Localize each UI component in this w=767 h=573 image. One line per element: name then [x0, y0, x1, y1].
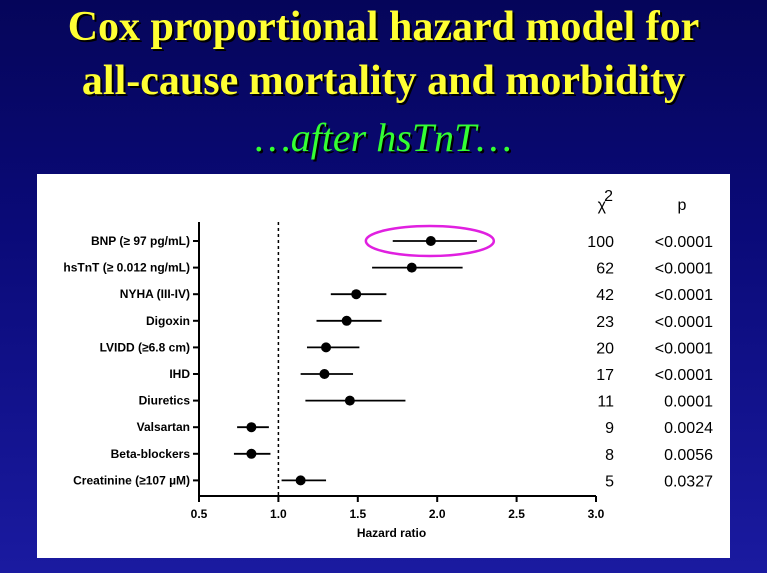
chi-square-value: 5	[605, 473, 614, 490]
chi-square-header: χ	[598, 197, 607, 214]
row-label: LVIDD (≥6.8 cm)	[100, 340, 190, 354]
hazard-ratio-point	[351, 289, 362, 300]
chi-square-superscript: 2	[604, 188, 613, 205]
slide-subtitle: …after hsTnT…	[255, 115, 512, 160]
hazard-ratio-point	[295, 475, 306, 486]
p-value: <0.0001	[655, 314, 713, 331]
highlight-ellipse	[364, 224, 496, 258]
chi-square-value: 23	[596, 314, 614, 331]
row-label: Creatinine (≥107 µM)	[73, 473, 190, 487]
forest-plot: 0.5 1.0 1.5 2.0 2.5 3.0 Hazard ratio BNP (≥ 97…	[63, 188, 713, 540]
slide-title-line-1: Cox proportional hazard model for	[67, 4, 700, 50]
p-value: <0.0001	[655, 234, 713, 251]
x-tick-label: 1.0	[270, 507, 287, 521]
hazard-ratio-point	[425, 236, 436, 246]
p-value: 0.0056	[664, 447, 713, 464]
x-tick-label: 0.5	[191, 507, 208, 521]
p-header: p	[678, 197, 687, 214]
chi-square-value: 8	[605, 447, 614, 464]
row-label: Valsartan	[137, 420, 190, 434]
chi-square-value: 42	[596, 287, 614, 304]
hazard-ratio-point	[321, 342, 332, 353]
chi-square-value: 9	[605, 420, 614, 437]
p-value: 0.0327	[664, 473, 713, 490]
row-label: Diuretics	[139, 394, 191, 408]
hazard-ratio-point	[246, 448, 257, 459]
chi-square-value: 11	[597, 394, 614, 411]
p-value: 0.0001	[664, 394, 713, 411]
p-value: <0.0001	[655, 340, 713, 357]
row-label: BNP (≥ 97 pg/mL)	[91, 234, 190, 248]
rows: BNP (≥ 97 pg/mL) hsTnT (≥ 0.012 ng/mL) NYH…	[63, 224, 496, 487]
x-tick-label: 2.5	[508, 507, 525, 521]
chart-panel: 0.5 1.0 1.5 2.0 2.5 3.0 Hazard ratio BNP (≥ 97…	[37, 174, 730, 558]
chi-square-value: 100	[587, 234, 614, 251]
row-label: NYHA (III-IV)	[120, 287, 190, 301]
p-value: <0.0001	[655, 287, 713, 304]
row-label: hsTnT (≥ 0.012 ng/mL)	[63, 261, 190, 275]
x-tick-label: 3.0	[588, 507, 605, 521]
x-tick-label: 2.0	[429, 507, 446, 521]
hazard-ratio-point	[341, 315, 352, 326]
p-value: 0.0024	[664, 420, 713, 437]
p-value: <0.0001	[655, 261, 713, 278]
chi-square-value: 62	[596, 261, 614, 278]
hazard-ratio-point	[406, 262, 417, 273]
axes: 0.5 1.0 1.5 2.0 2.5 3.0 Hazard ratio	[191, 222, 605, 540]
row-label: Beta-blockers	[111, 447, 191, 461]
hazard-ratio-point	[344, 395, 355, 406]
row-label: Digoxin	[146, 314, 190, 328]
chi-square-value: 20	[596, 340, 614, 357]
chi-square-value: 17	[596, 367, 614, 384]
hazard-ratio-point	[246, 422, 257, 433]
slide-title-line-2: all-cause mortality and morbidity	[81, 58, 686, 104]
hazard-ratio-point	[319, 369, 330, 379]
x-axis-label: Hazard ratio	[357, 526, 426, 540]
row-label: IHD	[169, 367, 190, 381]
p-value: <0.0001	[655, 367, 713, 384]
x-tick-label: 1.5	[349, 507, 366, 521]
stats: χ2 p 100 <0.0001 62 <0.0001 42 <0.0001 23 <0.0001…	[587, 188, 713, 490]
